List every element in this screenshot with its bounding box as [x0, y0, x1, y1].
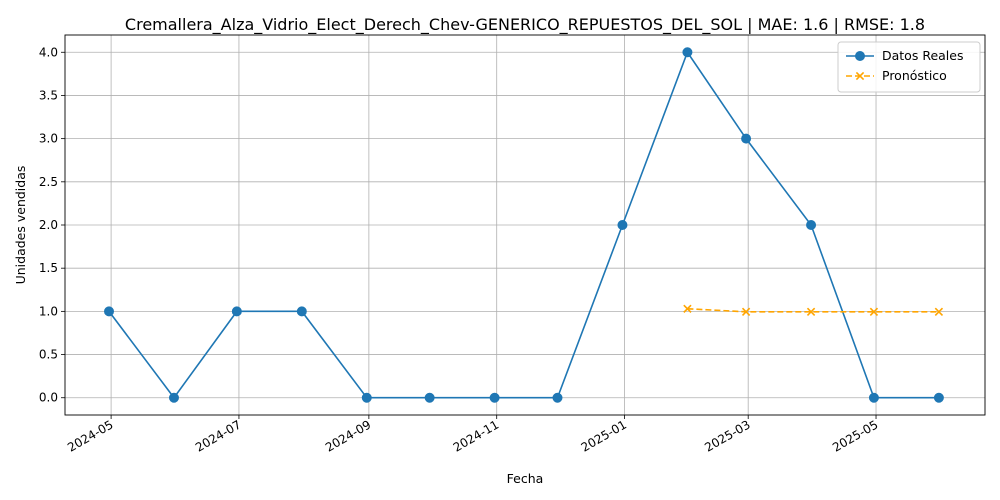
x-axis-ticks: 2024-05 2024-07 2024-09 2024-11 2025-01 2025-…: [65, 415, 881, 455]
x-tick-label: 2025-05: [830, 417, 880, 454]
data-point: [868, 392, 879, 403]
x-tick-label: 2024-09: [323, 417, 373, 454]
data-point: [231, 306, 242, 317]
y-tick-label: 3.0: [39, 132, 58, 146]
legend-box: [837, 41, 981, 93]
x-marker-stroke: [934, 307, 944, 316]
data-point: [806, 220, 817, 230]
data-point: [361, 392, 372, 403]
y-axis-ticks: 0.0 0.5 1.0 1.5 2.0 2.5 3.0 3.5 4.0: [39, 45, 65, 405]
series-layer: [104, 47, 944, 403]
data-point: [682, 47, 693, 58]
x-tick-label: 2025-01: [579, 417, 629, 454]
series-line: [108, 50, 939, 400]
x-marker-stroke: [741, 307, 751, 316]
legend: Datos Reales Pronóstico: [837, 41, 981, 93]
data-point: [933, 392, 944, 403]
data-point: [869, 307, 879, 316]
data-point: [617, 220, 628, 230]
x-tick-label: 2024-05: [65, 417, 115, 454]
data-point: [104, 306, 115, 317]
x-marker-stroke: [806, 307, 816, 316]
x-tick-label: 2024-11: [451, 417, 501, 454]
x-marker-stroke: [869, 307, 879, 316]
legend-swatch-marker: [855, 51, 865, 61]
y-tick-label: 2.5: [39, 175, 58, 189]
y-axis-label: Unidades vendidas: [13, 166, 28, 285]
legend-item: Pronóstico: [846, 68, 947, 83]
series-line: [687, 307, 939, 313]
data-point: [424, 392, 435, 403]
data-point: [934, 307, 944, 316]
legend-item: Datos Reales: [846, 48, 963, 63]
y-tick-label: 1.5: [39, 261, 58, 275]
y-tick-label: 0.0: [39, 391, 58, 405]
x-tick-label: 2025-03: [702, 417, 752, 454]
data-point: [168, 392, 179, 403]
x-marker-stroke: [683, 304, 692, 313]
legend-swatch-marker: [855, 71, 865, 81]
data-point: [489, 392, 500, 403]
y-tick-label: 4.0: [39, 45, 58, 59]
x-marker-stroke: [855, 71, 865, 81]
x-tick-label: 2024-07: [193, 417, 243, 454]
legend-label: Datos Reales: [882, 48, 963, 63]
data-point: [683, 304, 692, 313]
data-point: [741, 133, 752, 144]
series-0: [104, 47, 944, 403]
y-tick-label: 1.0: [39, 304, 58, 318]
chart-title: Cremallera_Alza_Vidrio_Elect_Derech_Chev…: [125, 15, 925, 35]
y-tick-label: 3.5: [39, 88, 58, 102]
y-tick-label: 0.5: [39, 348, 58, 362]
data-point: [806, 307, 816, 316]
legend-label: Pronóstico: [882, 68, 947, 83]
data-point: [552, 392, 563, 403]
series-1: [683, 304, 944, 316]
y-tick-label: 2.0: [39, 218, 58, 232]
data-point: [741, 307, 751, 316]
data-point: [296, 306, 307, 317]
x-axis-label: Fecha: [507, 471, 544, 486]
